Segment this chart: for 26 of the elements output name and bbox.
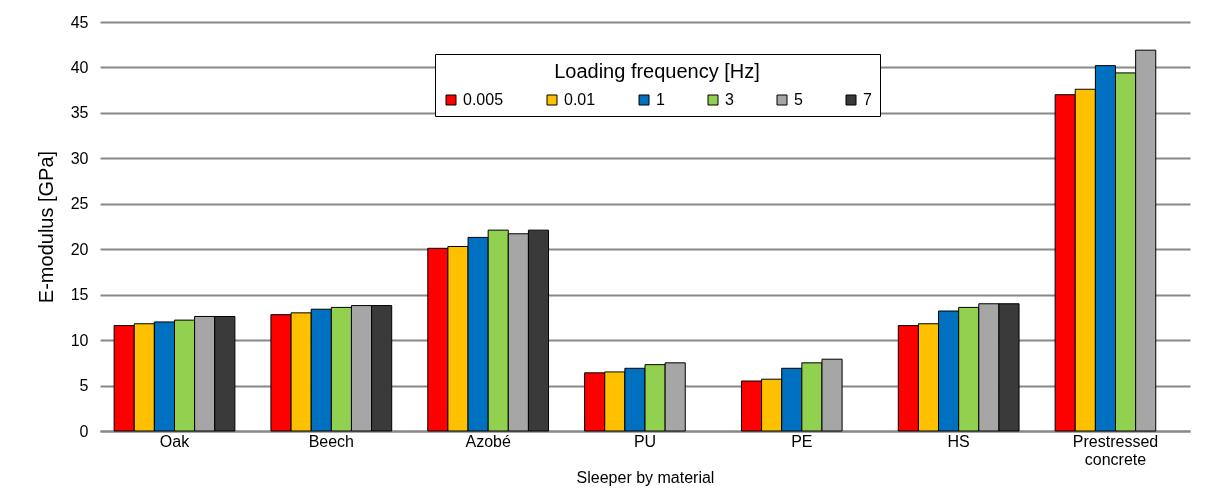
x-tick-label: HS [947, 432, 970, 450]
y-tick-label: 25 [70, 195, 89, 213]
x-axis-title: Sleeper by material [576, 468, 715, 486]
legend-label: 0.005 [463, 91, 504, 108]
y-tick-label: 30 [70, 149, 89, 167]
x-tick-label: PU [633, 432, 657, 450]
y-tick-label: 35 [70, 104, 89, 122]
legend-title: Loading frequency [Hz] [554, 60, 760, 82]
x-tick-label: Beech [308, 432, 355, 450]
y-tick-label: 15 [70, 286, 89, 304]
y-axis-title: E-modulus [GPa] [34, 150, 57, 304]
y-tick-label: 20 [70, 240, 89, 258]
legend-label: 1 [656, 91, 665, 108]
y-tick-label: 0 [79, 422, 89, 440]
legend-label: 7 [863, 91, 872, 108]
y-tick-label: 40 [70, 58, 89, 76]
x-tick-label: Oak [159, 432, 191, 450]
y-tick-label: 10 [70, 331, 89, 349]
legend-label: 0.01 [564, 91, 596, 108]
x-tick-label: Azobé [465, 432, 511, 450]
x-tick-label: PE [791, 432, 813, 450]
x-tick-label: Prestressed concrete [1072, 432, 1159, 468]
legend-label: 5 [794, 91, 803, 108]
y-tick-label: 45 [70, 13, 89, 31]
y-tick-label: 5 [79, 377, 89, 395]
legend-label: 3 [725, 91, 734, 108]
